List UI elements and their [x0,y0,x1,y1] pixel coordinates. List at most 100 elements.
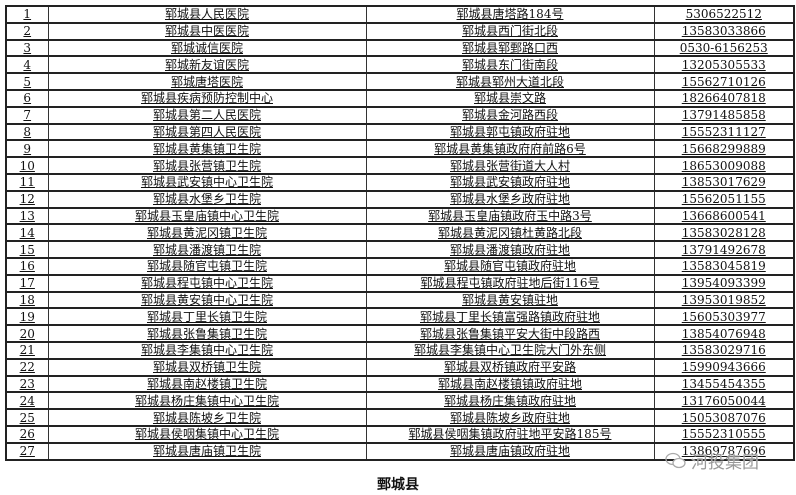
hospital-name-cell: 郓城县侯咽集镇中心卫生院 [47,425,367,444]
row-number-cell: 17 [5,274,49,293]
hospital-name-cell: 郓城县随官屯镇卫生院 [47,257,367,276]
address: 郓城县崇文路 [473,91,546,106]
phone-cell: 13176050044 [653,391,795,411]
address-cell: 郓城县张鲁集镇平安大街中段路西 [365,324,655,343]
address-cell: 郓城县郓州大道北段 [365,72,655,91]
phone: 13853017629 [681,175,766,190]
table-row: 2 郓城县中医医院 郓城县西门街北段 13583033866 [5,22,795,41]
row-number: 16 [19,259,35,274]
phone-cell: 13455454355 [653,375,795,394]
address-cell: 郓城县杨庄集镇政府驻地 [365,391,655,411]
hospital-name-cell: 郓城县南赵楼镇卫生院 [47,375,367,394]
address: 郓城县东门街南段 [461,57,558,72]
hospital-name-cell: 郓城县潘渡镇卫生院 [47,240,367,259]
row-number-cell: 7 [5,106,49,125]
address-cell: 郓城县武安镇政府驻地 [365,173,655,192]
phone: 13583029716 [681,343,766,358]
address: 郓城县双桥镇政府平安路 [443,360,576,375]
hospital-name-cell: 郓城诚信医院 [47,39,367,58]
row-number-cell: 22 [5,358,49,377]
table-row: 18 郓城县黄安镇中心卫生院 郓城县黄安镇驻地 13953019852 [5,291,795,310]
phone-cell: 15562710126 [653,72,795,91]
phone: 5306522512 [685,7,762,22]
hospital-name: 郓城唐塔医院 [170,74,243,89]
table-row: 9 郓城县黄集镇卫生院 郓城县黄集镇政府府前路6号 15668299889 [5,139,795,159]
row-number: 8 [23,124,32,139]
phone: 13176050044 [681,393,766,408]
phone: 15605303977 [681,309,766,324]
hospital-name-cell: 郓城县第四人民医院 [47,123,367,142]
phone: 15990943666 [681,360,766,375]
address: 郓城县唐塔路184号 [456,7,564,22]
phone: 13583033866 [681,24,766,39]
row-number: 19 [19,309,35,324]
table-row: 7 郓城县第二人民医院 郓城县金河路西段 13791485858 [5,106,795,125]
address: 郓城县郓鄄路口西 [461,40,558,55]
address: 郓城县潘渡镇政府驻地 [449,242,570,257]
phone: 15053087076 [681,410,766,425]
table-row: 23 郓城县南赵楼镇卫生院 郓城县南赵楼镇镇政府驻地 13455454355 [5,375,795,394]
table-row: 13 郓城县玉皇庙镇中心卫生院 郓城县玉皇庙镇政府玉中路3号 13668600541 [5,207,795,226]
row-number-cell: 2 [5,22,49,41]
hospital-name-cell: 郓城县程屯镇中心卫生院 [47,274,367,293]
hospital-name: 郓城县人民医院 [164,7,249,22]
row-number: 17 [19,276,35,291]
row-number-cell: 9 [5,139,49,159]
row-number-cell: 4 [5,55,49,75]
hospital-name-cell: 郓城县武安镇中心卫生院 [47,173,367,192]
address: 郓城县黄集镇政府府前路6号 [434,141,586,156]
table-row: 14 郓城县黄泥冈镇卫生院 郓城县黄泥冈镇杜黄路北段 13583028128 [5,223,795,243]
row-number-cell: 23 [5,375,49,394]
hospital-name: 郓城县黄泥冈镇卫生院 [146,225,267,240]
phone-cell: 15562051155 [653,190,795,209]
table-row: 26 郓城县侯咽集镇中心卫生院 郓城县侯咽集镇政府驻地平安路185号 15552310… [5,425,795,444]
row-number-cell: 1 [5,5,49,24]
row-number: 23 [19,376,35,391]
phone: 15562051155 [681,192,766,207]
hospital-name: 郓城县水堡乡卫生院 [152,192,261,207]
watermark: 河投集团 [665,448,759,473]
hospital-name-cell: 郓城县黄安镇中心卫生院 [47,291,367,310]
address-cell: 郓城县玉皇庙镇政府玉中路3号 [365,207,655,226]
phone-cell: 13205305533 [653,55,795,75]
row-number: 27 [19,444,35,459]
phone: 15668299889 [681,141,766,156]
hospital-name: 郓城县玉皇庙镇中心卫生院 [134,208,279,223]
row-number-cell: 3 [5,39,49,58]
hospital-name: 郓城县疾病预防控制中心 [140,91,273,106]
phone-cell: 13853017629 [653,173,795,192]
table-row: 19 郓城县丁里长镇卫生院 郓城县丁里长镇富强路镇政府驻地 15605303977 [5,307,795,327]
address: 郓城县黄泥冈镇杜黄路北段 [437,225,582,240]
table-row: 16 郓城县随官屯镇卫生院 郓城县随官屯镇政府驻地 13583045819 [5,257,795,276]
phone-cell: 15990943666 [653,358,795,377]
address: 郓城县张鲁集镇平安大街中段路西 [419,326,600,341]
table-row: 3 郓城诚信医院 郓城县郓鄄路口西 0530-6156253 [5,39,795,58]
table-row: 10 郓城县张营镇卫生院 郓城县张营街道大人村 18653009088 [5,156,795,175]
row-number: 7 [23,108,32,123]
address-cell: 郓城县张营街道大人村 [365,156,655,175]
hospital-name: 郓城县侯咽集镇中心卫生院 [134,427,279,442]
hospital-name-cell: 郓城唐塔医院 [47,72,367,91]
table-row: 25 郓城县陈坡乡卫生院 郓城县陈坡乡政府驻地 15053087076 [5,408,795,427]
phone: 15552310555 [681,427,766,442]
row-number: 3 [23,40,32,55]
hospital-name: 郓城县张营镇卫生院 [152,158,261,173]
address-cell: 郓城县丁里长镇富强路镇政府驻地 [365,307,655,327]
hospital-name: 郓城县杨庄集镇中心卫生院 [134,393,279,408]
hospital-name-cell: 郓城县中医医院 [47,22,367,41]
address: 郓城县李集镇中心卫生院大门外东侧 [413,343,606,358]
address-cell: 郓城县双桥镇政府平安路 [365,358,655,377]
address-cell: 郓城县侯咽集镇政府驻地平安路185号 [365,425,655,444]
address-cell: 郓城县唐庙镇政府驻地 [365,442,655,461]
hospital-name-cell: 郓城县陈坡乡卫生院 [47,408,367,427]
address-cell: 郓城县郓鄄路口西 [365,39,655,58]
hospital-name-cell: 郓城县李集镇中心卫生院 [47,341,367,360]
address-cell: 郓城县西门街北段 [365,22,655,41]
address-cell: 郓城县黄安镇驻地 [365,291,655,310]
hospital-table: 1 郓城县人民医院 郓城县唐塔路184号 5306522512 2 郓城县中医医院 郓城县西… [5,5,795,461]
address-cell: 郓城县水堡乡政府驻地 [365,190,655,209]
row-number-cell: 20 [5,324,49,343]
address: 郓城县西门街北段 [461,24,558,39]
row-number-cell: 26 [5,425,49,444]
table-row: 1 郓城县人民医院 郓城县唐塔路184号 5306522512 [5,5,795,24]
